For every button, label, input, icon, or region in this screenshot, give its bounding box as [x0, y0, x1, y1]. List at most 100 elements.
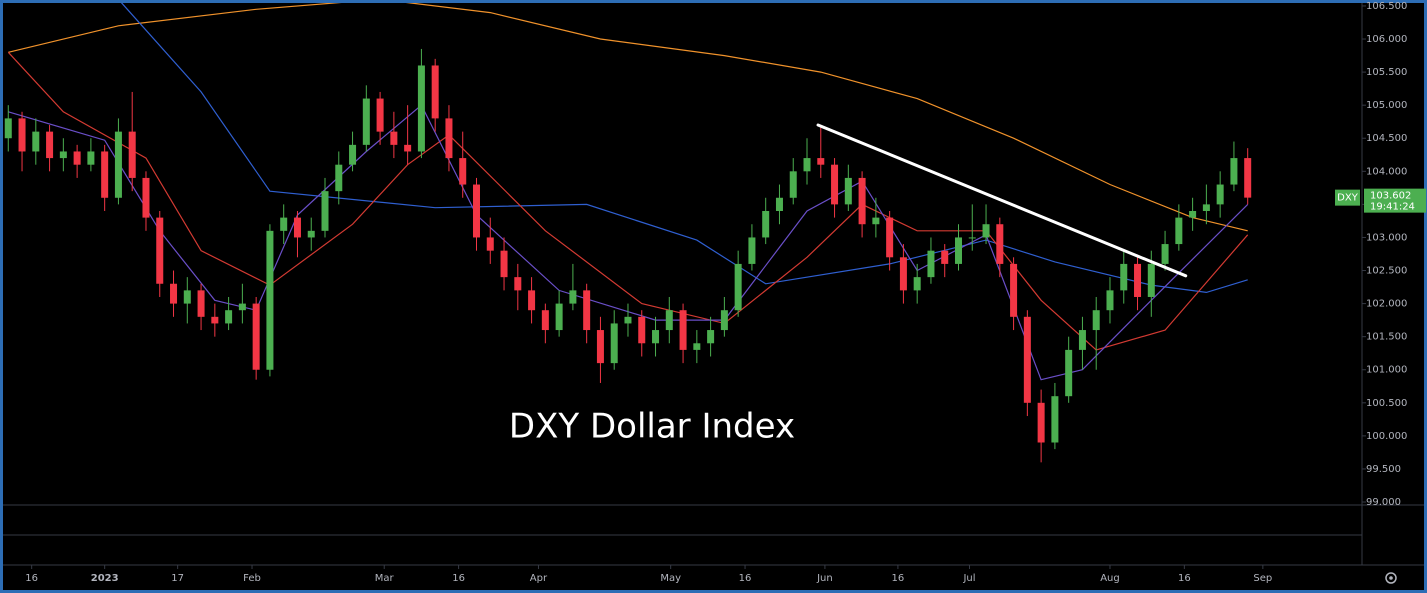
x-tick-label: 16 [452, 573, 465, 584]
candle-body [831, 164, 839, 205]
candle-body [1023, 316, 1031, 403]
candle-body [555, 303, 563, 331]
plot-area [4, 0, 1252, 463]
candle-body [707, 330, 715, 344]
settings-icon[interactable] [1385, 572, 1397, 584]
candle-body [1051, 396, 1059, 443]
candle-body [762, 210, 770, 238]
candle-body [954, 237, 962, 264]
candle-body [59, 151, 67, 159]
candle-body [541, 310, 549, 331]
y-tick-label: 101.500 [1366, 332, 1407, 343]
candle-body [844, 177, 852, 205]
y-tick-label: 106.000 [1366, 34, 1407, 45]
x-tick-label: 16 [1178, 573, 1191, 584]
candle-body [1202, 204, 1210, 211]
candle-body [775, 197, 783, 211]
candle-body [307, 230, 315, 238]
x-tick-label: 16 [25, 573, 38, 584]
y-tick-label: 99.500 [1366, 464, 1401, 475]
x-tick-label: Apr [530, 573, 548, 584]
y-tick-label: 102.000 [1366, 299, 1407, 310]
x-tick-label: Sep [1253, 573, 1272, 584]
candle-body [941, 250, 949, 264]
candle-body [968, 237, 976, 239]
x-tick-label: Feb [243, 573, 261, 584]
x-tick-label: 16 [892, 573, 905, 584]
candle-body [225, 310, 233, 324]
candle-body [128, 131, 136, 178]
candle-body [1189, 210, 1197, 218]
candle-body [1065, 349, 1073, 397]
candle-body [170, 283, 178, 304]
countdown-label: 19:41:24 [1370, 202, 1415, 213]
candle-body [238, 303, 246, 311]
moving-average [8, 0, 1248, 232]
candle-body [32, 131, 40, 152]
candle-body [197, 290, 205, 317]
y-tick-label: 100.000 [1366, 431, 1407, 442]
candle-body [1010, 263, 1018, 317]
candle-body [528, 290, 536, 311]
candle-body [1134, 263, 1142, 297]
candle-body [679, 310, 687, 350]
candle-body [872, 217, 880, 225]
x-tick-label: Jun [816, 573, 833, 584]
candle-body [266, 230, 274, 370]
candle-body [417, 65, 425, 152]
x-tick-label: Jul [962, 573, 975, 584]
candle-body [596, 330, 604, 364]
candle-body [101, 151, 109, 198]
settings-icon-dot [1389, 576, 1393, 580]
y-tick-label: 101.000 [1366, 365, 1407, 376]
candle-body [1161, 244, 1169, 264]
candle-body [899, 257, 907, 291]
candle-body [803, 158, 811, 172]
candle-body [652, 330, 660, 344]
x-tick-label: 17 [171, 573, 184, 584]
candle-body [1147, 263, 1155, 297]
chart-title: DXY Dollar Index [509, 407, 795, 447]
moving-average [8, 104, 1249, 381]
y-tick-label: 105.000 [1366, 100, 1407, 111]
candle-body [583, 290, 591, 331]
candle-body [280, 217, 288, 231]
candle-body [87, 151, 95, 165]
symbol-label: DXY [1337, 193, 1359, 204]
candle-body [1216, 184, 1224, 205]
candle-body [638, 316, 646, 344]
candle-body [982, 224, 990, 238]
candle-body [335, 164, 343, 192]
candle-body [817, 158, 825, 165]
candle-body [734, 263, 742, 311]
candle-body [1092, 310, 1100, 331]
candle-body [445, 118, 453, 159]
candle-body [1037, 402, 1045, 443]
symbol-badge [1335, 189, 1360, 206]
candle-body [858, 177, 866, 225]
candle-body [886, 217, 894, 258]
candle-body [996, 224, 1004, 264]
trendline [816, 123, 1188, 278]
candle-body [114, 131, 122, 198]
y-tick-label: 106.500 [1366, 1, 1407, 12]
y-tick-label: 102.500 [1366, 266, 1407, 277]
candle-body [18, 118, 26, 152]
last-price-label: 103.602 [1370, 191, 1411, 202]
candle-body [610, 323, 618, 364]
y-tick-label: 104.500 [1366, 133, 1407, 144]
candle-body [1244, 158, 1252, 198]
candle-body [321, 191, 329, 231]
y-tick-label: 99.000 [1366, 497, 1401, 508]
y-tick-label: 105.500 [1366, 67, 1407, 78]
candle-body [362, 98, 370, 145]
candle-body [789, 171, 797, 198]
candle-body [431, 65, 439, 119]
candle-body [748, 237, 756, 264]
moving-average [7, 51, 1249, 351]
candle-body [390, 131, 398, 145]
candle-body [720, 310, 728, 331]
candle-body [500, 250, 508, 278]
candle-body [376, 98, 384, 132]
